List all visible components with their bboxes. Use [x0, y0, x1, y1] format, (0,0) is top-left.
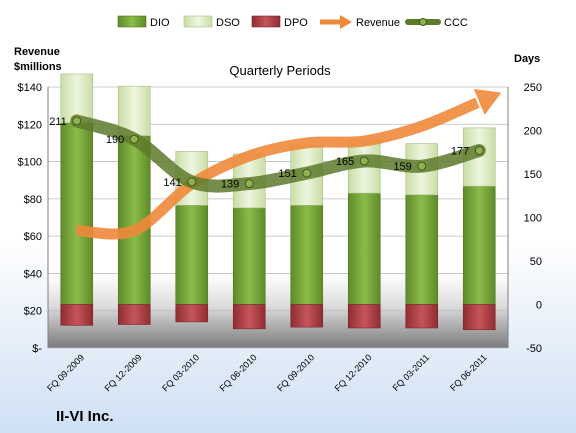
left-axis-tick-label: $60	[24, 231, 42, 243]
left-axis-tick-label: $120	[18, 119, 42, 131]
left-axis-label-line2: $millions	[14, 61, 62, 73]
ccc-data-label: 141	[163, 177, 181, 189]
left-axis-tick-label: $-	[32, 343, 42, 355]
bar-dpo	[462, 304, 496, 331]
ccc-point	[72, 116, 82, 126]
left-axis-tick-label: $140	[18, 82, 42, 94]
ccc-point	[129, 134, 139, 144]
legend-item-revenue: Revenue	[320, 15, 400, 29]
revenue-series	[76, 89, 502, 240]
left-axis-label-line1: Revenue	[14, 46, 60, 58]
bars	[60, 73, 496, 331]
revenue-arrowhead	[473, 89, 502, 115]
legend-label: DPO	[284, 17, 308, 29]
legend-item-dpo: DPO	[251, 15, 308, 29]
ccc-point	[187, 177, 197, 187]
left-axis-tick-label: $20	[24, 306, 42, 318]
ccc-data-label: 139	[221, 179, 239, 191]
right-axis-tick-label: 250	[524, 82, 542, 94]
right-axis-tick-label: 150	[524, 169, 542, 181]
legend-item-ccc: CCC	[405, 17, 468, 29]
bar-dpo	[175, 304, 209, 323]
legend-swatch	[251, 15, 281, 28]
bar-dio	[60, 122, 94, 305]
bar-dpo	[117, 304, 151, 325]
legend-swatch	[117, 15, 147, 28]
bar-dpo	[60, 304, 94, 326]
bar-dio	[347, 192, 381, 305]
bar-dio	[232, 207, 266, 305]
left-axis-tick-label: $80	[24, 194, 42, 206]
legend-label: Revenue	[356, 17, 400, 29]
ccc-point	[302, 168, 312, 178]
right-axis-tick-label: 50	[530, 256, 542, 268]
ccc-point	[474, 146, 484, 156]
legend-label: CCC	[444, 17, 468, 29]
bar-dio	[290, 205, 324, 305]
ccc-data-label: 151	[278, 168, 296, 180]
bar-dio	[175, 205, 209, 305]
bar-dpo	[405, 304, 439, 329]
ccc-data-label: 190	[106, 134, 124, 146]
bar-dso	[117, 85, 151, 137]
legend-arrowhead	[340, 15, 352, 29]
ccc-line	[70, 114, 486, 193]
legend-swatch	[183, 15, 213, 28]
ccc-data-label: 211	[49, 116, 67, 128]
bar-dio	[405, 194, 439, 305]
right-axis-tick-label: 200	[524, 126, 542, 138]
left-axis-tick-label: $100	[18, 157, 42, 169]
ccc-data-label: 177	[451, 146, 469, 158]
ccc-data-label: 165	[336, 156, 354, 168]
ccc-series: 211 190 141 139 151 165 159 177	[49, 114, 486, 193]
legend-item-dio: DIO	[117, 15, 170, 29]
bar-dpo	[347, 304, 381, 329]
revenue-line	[76, 97, 480, 240]
ccc-point	[244, 179, 254, 189]
legend-item-dso: DSO	[183, 15, 240, 29]
legend: DIO DSO DPO Revenue CCC	[117, 15, 468, 29]
left-axis-tick-label: $40	[24, 268, 42, 280]
ccc-point	[359, 156, 369, 166]
bar-dio	[462, 185, 496, 305]
company-name: II-VI Inc.	[56, 408, 114, 425]
bar-dpo	[232, 304, 266, 330]
legend-dot	[419, 18, 427, 26]
bar-dpo	[290, 304, 324, 328]
ccc-point	[417, 161, 427, 171]
right-axis-tick-label: 100	[524, 213, 542, 225]
right-axis-tick-label: -50	[526, 343, 542, 355]
right-axis-label: Days	[514, 53, 540, 65]
chart-title: Quarterly Periods	[229, 63, 331, 78]
legend-label: DIO	[150, 17, 170, 29]
legend-label: DSO	[216, 17, 240, 29]
right-axis-tick-label: 0	[536, 300, 542, 312]
ccc-data-label: 159	[393, 161, 411, 173]
